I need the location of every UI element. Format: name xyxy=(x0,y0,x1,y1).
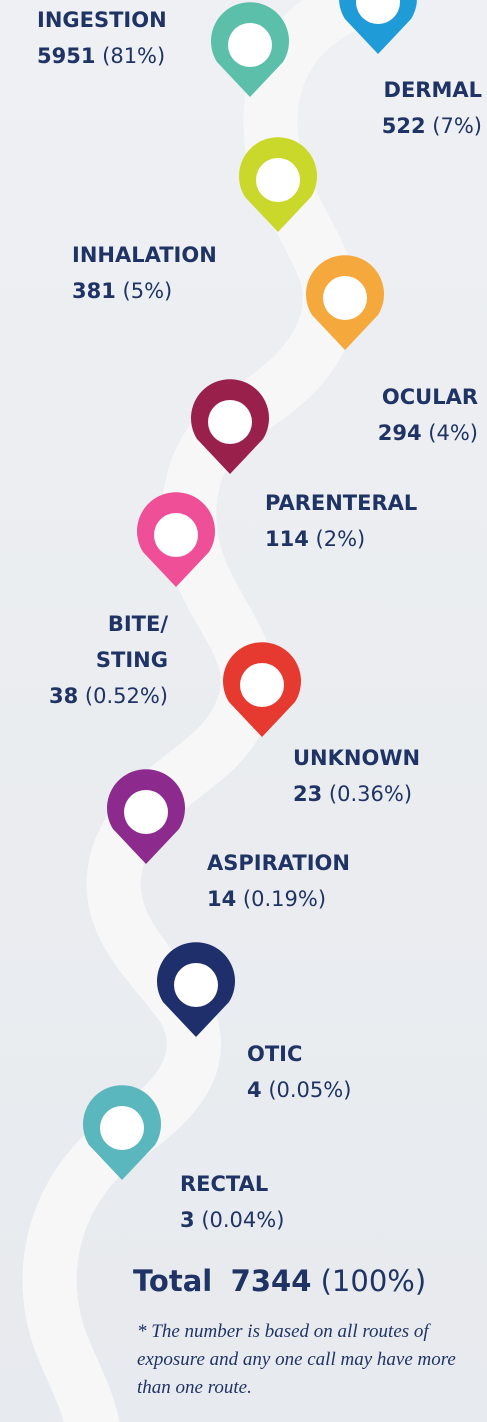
route-count: 294 xyxy=(378,421,422,445)
route-count: 114 xyxy=(265,527,309,551)
route-count: 38 xyxy=(49,684,78,708)
pin-center xyxy=(323,276,367,320)
route-percent: (4%) xyxy=(428,421,478,445)
route-percent: (2%) xyxy=(316,527,366,551)
route-figures: 4 (0.05%) xyxy=(247,1072,351,1108)
total-count: 7344 xyxy=(231,1264,312,1298)
route-name: RECTAL xyxy=(180,1166,284,1202)
route-percent: (0.19%) xyxy=(243,887,326,911)
footnote: * The number is based on all routes of e… xyxy=(137,1318,482,1402)
route-count: 381 xyxy=(72,279,116,303)
route-figures: 5951 (81%) xyxy=(37,38,167,74)
route-name: OTIC xyxy=(247,1036,351,1072)
pin-center xyxy=(124,790,168,834)
pin-center xyxy=(240,663,284,707)
route-name: PARENTERAL xyxy=(265,485,417,521)
route-name: INGESTION xyxy=(37,2,167,38)
route-percent: (0.52%) xyxy=(85,684,168,708)
route-name: ASPIRATION xyxy=(207,845,350,881)
pins xyxy=(83,0,417,1180)
total: Total 7344 (100%) xyxy=(133,1264,426,1298)
route-count: 5951 xyxy=(37,44,95,68)
pin-center xyxy=(228,23,272,67)
route-count: 23 xyxy=(293,782,322,806)
route-count: 522 xyxy=(382,114,426,138)
route-name: UNKNOWN xyxy=(293,740,420,776)
route-figures: 3 (0.04%) xyxy=(180,1202,284,1238)
route-count: 14 xyxy=(207,887,236,911)
route-percent: (7%) xyxy=(432,114,482,138)
pin-center xyxy=(100,1106,144,1150)
route-percent: (5%) xyxy=(123,279,173,303)
route-name: INHALATION xyxy=(72,237,217,273)
route-percent: (0.04%) xyxy=(201,1208,284,1232)
route-name: BITE/ STING xyxy=(49,606,168,678)
route-figures: 294 (4%) xyxy=(378,415,478,451)
route-figures: 114 (2%) xyxy=(265,521,417,557)
route-figures: 381 (5%) xyxy=(72,273,217,309)
pin-center xyxy=(174,963,218,1007)
route-figures: 14 (0.19%) xyxy=(207,881,350,917)
page: INGESTION5951 (81%)DERMAL522 (7%)INHALAT… xyxy=(0,0,487,1422)
route-count: 3 xyxy=(180,1208,195,1232)
route-figures: 522 (7%) xyxy=(382,108,482,144)
route-percent: (0.05%) xyxy=(268,1078,351,1102)
route-count: 4 xyxy=(247,1078,262,1102)
route-name: OCULAR xyxy=(378,379,478,415)
route-name: DERMAL xyxy=(382,72,482,108)
route-figures: 38 (0.52%) xyxy=(49,678,168,714)
route-figures: 23 (0.36%) xyxy=(293,776,420,812)
total-label: Total xyxy=(133,1264,212,1298)
pin-center xyxy=(256,158,300,202)
total-percent: (100%) xyxy=(321,1264,427,1298)
pin-center xyxy=(208,400,252,444)
route-percent: (0.36%) xyxy=(329,782,412,806)
route-percent: (81%) xyxy=(102,44,165,68)
pin-center xyxy=(154,513,198,557)
